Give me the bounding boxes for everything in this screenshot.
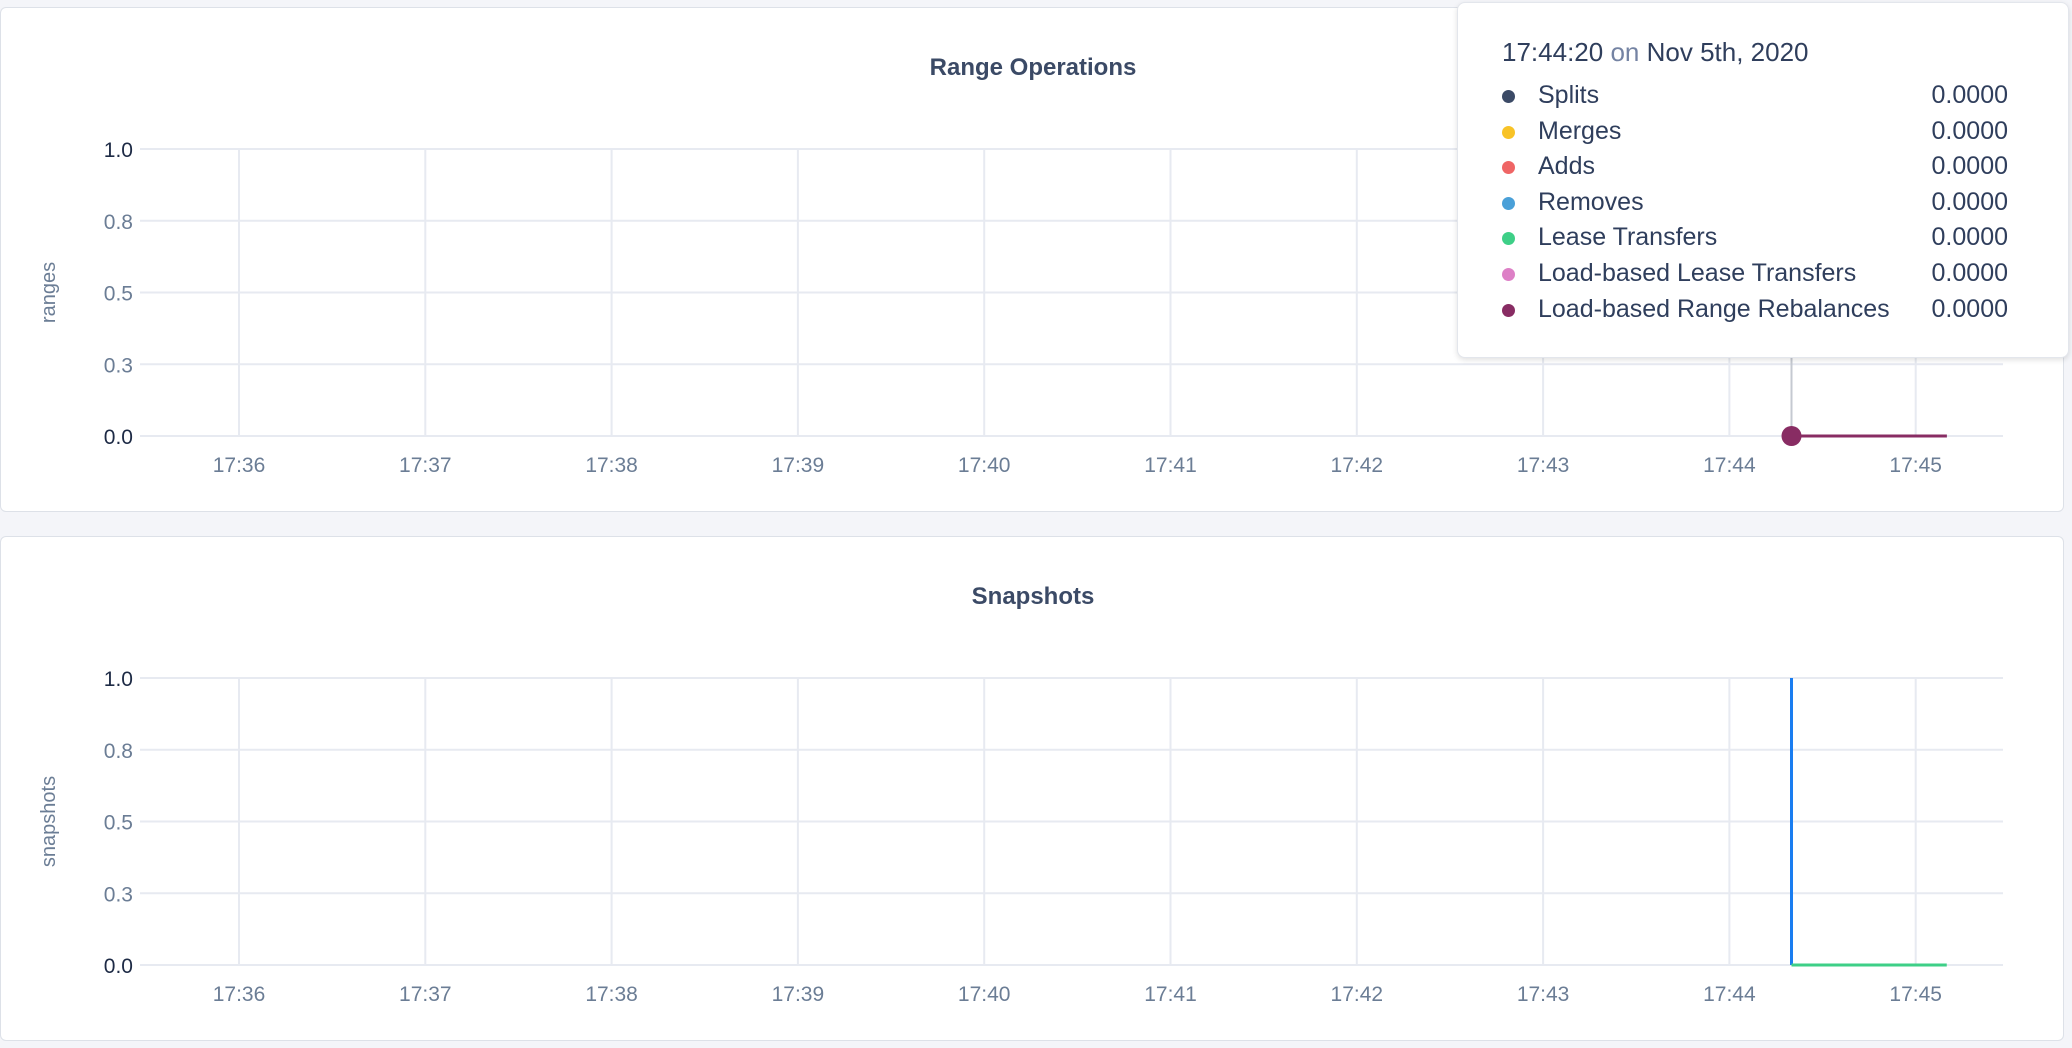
y-tick-label: 0.5 [104, 812, 133, 835]
x-tick-label: 17:43 [1517, 983, 1570, 1006]
series-color-dot-icon [1502, 161, 1515, 175]
y-tick-label: 0.0 [104, 955, 133, 978]
chart-title: Range Operations [929, 54, 1137, 81]
tooltip-on: on [1610, 37, 1640, 67]
tooltip-row: Splits 0.0000 [1458, 79, 2068, 113]
x-tick-label: 17:41 [1144, 983, 1197, 1006]
tooltip-series-value: 0.0000 [1931, 294, 2008, 323]
tooltip-row: Merges 0.0000 [1458, 115, 2068, 149]
y-tick-label: 0.3 [104, 883, 133, 906]
series-color-dot-icon [1502, 232, 1515, 246]
x-tick-label: 17:43 [1517, 454, 1570, 477]
x-tick-label: 17:37 [399, 454, 452, 477]
tooltip-series-label: Adds [1538, 152, 1595, 181]
x-tick-label: 17:45 [1889, 454, 1942, 477]
x-tick-label: 17:38 [585, 454, 638, 477]
y-tick-label: 0.8 [104, 740, 133, 763]
tooltip-row: Removes 0.0000 [1458, 186, 2068, 220]
snapshots-chart[interactable]: 17:36 17:37 17:38 17:39 17:40 17:41 17:42 17:43… [1, 537, 2065, 1042]
tooltip-series-value: 0.0000 [1931, 223, 2008, 252]
series-color-dot-icon [1502, 90, 1515, 103]
y-tick-label: 0.8 [104, 211, 133, 234]
x-tick-label: 17:44 [1703, 454, 1756, 477]
tooltip-series-label: Removes [1538, 187, 1644, 216]
x-tick-label: 17:44 [1703, 983, 1756, 1006]
tooltip-timestamp: 17:44:20 on Nov 5th, 2020 [1502, 37, 1809, 68]
y-tick-label: 0.0 [104, 426, 133, 449]
x-tick-label: 17:39 [772, 454, 825, 477]
tooltip-series-label: Load-based Lease Transfers [1538, 259, 1857, 287]
y-tick-label: 0.5 [104, 283, 133, 306]
x-tick-label: 17:36 [213, 454, 266, 477]
snapshots-panel: Snapshots 17:36 17:37 17:38 17:39 17:40 17:41… [0, 536, 2064, 1041]
x-tick-label: 17:39 [772, 983, 825, 1006]
y-axis-label: snapshots [38, 776, 60, 867]
tooltip-row: Load-based Range Rebalances 0.0000 [1458, 293, 2068, 327]
tooltip-series-label: Lease Transfers [1538, 223, 1718, 252]
x-tick-label: 17:38 [585, 983, 638, 1006]
tooltip-time: 17:44:20 [1502, 37, 1604, 67]
tooltip-series-label: Load-based Range Rebalances [1538, 294, 1890, 323]
tooltip-series-value: 0.0000 [1931, 259, 2008, 287]
tooltip-row: Load-based Lease Transfers 0.0000 [1458, 257, 2068, 291]
tooltip-row: Adds 0.0000 [1458, 150, 2068, 184]
series-color-dot-icon [1502, 303, 1515, 317]
series-color-dot-icon [1502, 196, 1515, 210]
x-tick-label: 17:45 [1889, 983, 1942, 1006]
hover-tooltip: 17:44:20 on Nov 5th, 2020 Splits 0.0000 Me… [1457, 2, 2069, 358]
range-operations-panel: Range Operations 17:36 17:37 17:38 17:39 17:… [0, 2, 2069, 513]
hover-point [1781, 426, 1802, 446]
x-tick-label: 17:40 [958, 454, 1011, 477]
x-tick-label: 17:37 [399, 983, 452, 1006]
y-axis-label: ranges [38, 262, 60, 323]
y-tick-label: 1.0 [104, 139, 133, 162]
tooltip-series-value: 0.0000 [1931, 116, 2008, 145]
tooltip-series-value: 0.0000 [1931, 187, 2008, 216]
tooltip-series-label: Splits [1538, 81, 1600, 109]
tooltip-series-value: 0.0000 [1931, 81, 2008, 109]
x-tick-label: 17:42 [1331, 454, 1384, 477]
y-tick-label: 0.3 [104, 354, 133, 377]
x-tick-label: 17:42 [1331, 983, 1384, 1006]
tooltip-row: Lease Transfers 0.0000 [1458, 221, 2068, 255]
x-tick-label: 17:41 [1144, 454, 1197, 477]
y-tick-label: 1.0 [104, 668, 133, 691]
x-tick-label: 17:40 [958, 983, 1011, 1006]
range-operations-chart[interactable]: 17:36 17:37 17:38 17:39 17:40 17:41 17:42 17:43… [1, 8, 2065, 513]
series-color-dot-icon [1502, 268, 1515, 281]
chart-title: Snapshots [971, 583, 1095, 610]
tooltip-date: Nov 5th, 2020 [1646, 37, 1809, 67]
tooltip-series-value: 0.0000 [1931, 152, 2008, 181]
series-color-dot-icon [1502, 125, 1515, 139]
x-tick-label: 17:36 [213, 983, 266, 1006]
tooltip-series-label: Merges [1538, 116, 1622, 145]
